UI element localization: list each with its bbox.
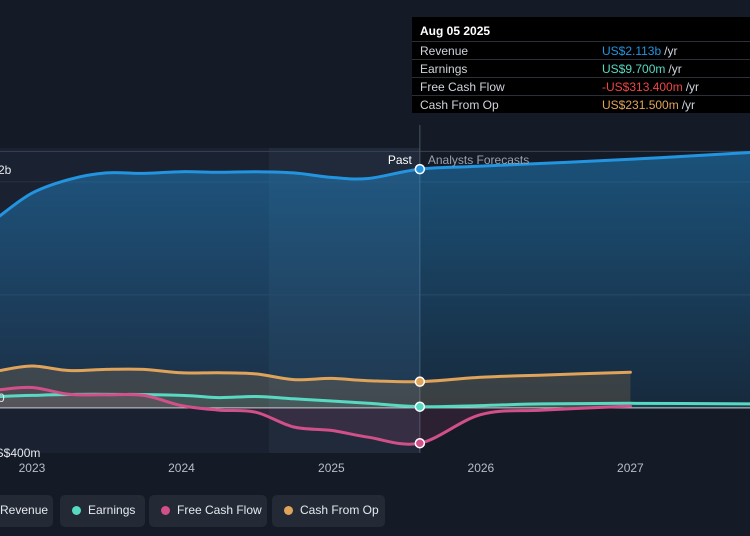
- tooltip-value-revenue: US$2.113b/yr: [602, 44, 678, 58]
- tooltip-row-cash-from-op: Cash From Op US$231.500m/yr: [412, 95, 750, 114]
- cash-from-op-marker: [414, 376, 426, 387]
- cash-from-op-line: [0, 364, 632, 384]
- tooltip-value-free-cash-flow: -US$313.400m/yr: [602, 80, 700, 94]
- legend-item-cash-from-op[interactable]: Cash From Op: [272, 495, 385, 527]
- y-tick-label: 2b: [0, 163, 12, 177]
- tooltip-row-free-cash-flow: Free Cash Flow -US$313.400m/yr: [412, 77, 750, 96]
- x-tick-label: 2026: [468, 461, 495, 475]
- free-cash-flow-marker: [414, 437, 426, 449]
- past-label: Past: [388, 153, 413, 167]
- legend-label: Earnings: [88, 503, 136, 517]
- x-tick-label: 2025: [318, 461, 345, 475]
- tooltip-label: Revenue: [420, 44, 469, 58]
- legend-dot-icon: [72, 506, 81, 515]
- free-cash-flow-line: [0, 385, 632, 446]
- tooltip-value-earnings: US$9.700m/yr: [602, 62, 682, 76]
- x-tick-label: 2023: [19, 461, 46, 475]
- x-tick-label: 2027: [617, 461, 644, 475]
- legend-item-earnings[interactable]: Earnings: [60, 495, 145, 527]
- revenue-area: [0, 152, 750, 408]
- legend-dot-icon: [161, 506, 170, 515]
- tooltip-panel: Aug 05 2025 Revenue US$2.113b/yr Earning…: [412, 17, 750, 113]
- legend-label: Revenue: [0, 503, 49, 517]
- y-tick-label: 0: [0, 391, 5, 405]
- legend-dot-icon: [284, 506, 293, 515]
- tooltip-value-cash-from-op: US$231.500m/yr: [602, 98, 696, 112]
- revenue-line: [0, 151, 750, 218]
- tooltip-label: Free Cash Flow: [420, 80, 505, 94]
- tooltip-label: Cash From Op: [420, 98, 499, 112]
- legend-item-revenue[interactable]: Revenue: [0, 495, 53, 527]
- x-tick-label: 2024: [168, 461, 195, 475]
- legend-label: Cash From Op: [300, 503, 379, 517]
- tooltip-row-revenue: Revenue US$2.113b/yr: [412, 41, 750, 60]
- earnings-marker: [414, 401, 426, 412]
- revenue-marker: [414, 163, 426, 175]
- tooltip-label: Earnings: [420, 62, 468, 76]
- tooltip-date: Aug 05 2025: [420, 24, 491, 38]
- forecast-label: Analysts Forecasts: [428, 153, 529, 167]
- legend-label: Free Cash Flow: [177, 503, 262, 517]
- legend-item-free-cash-flow[interactable]: Free Cash Flow: [149, 495, 267, 527]
- tooltip-row-earnings: Earnings US$9.700m/yr: [412, 59, 750, 78]
- free-cash-flow-area: [0, 387, 631, 445]
- y-tick-label: -US$400m: [0, 446, 40, 460]
